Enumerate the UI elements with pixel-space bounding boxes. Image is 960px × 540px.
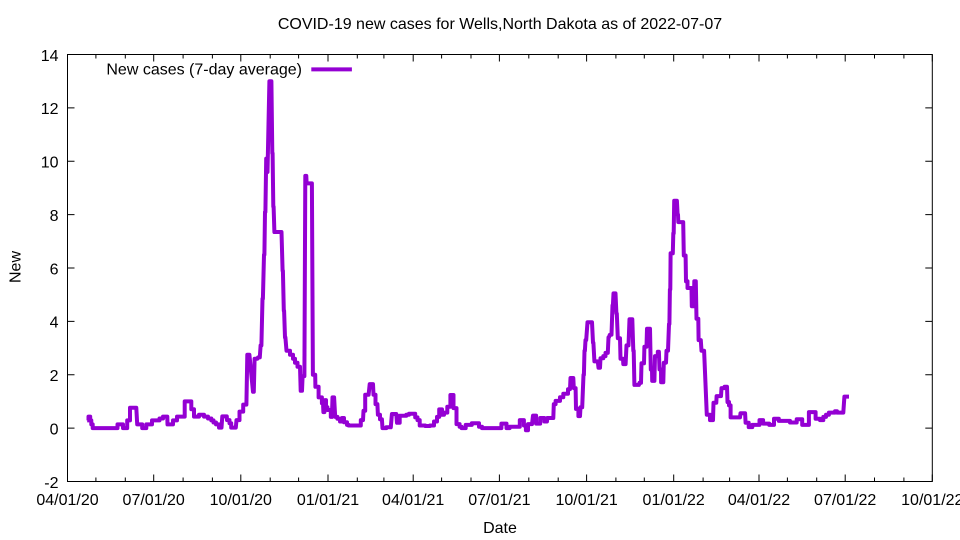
svg-text:New cases (7-day average): New cases (7-day average) <box>106 62 302 79</box>
svg-text:8: 8 <box>50 208 59 225</box>
svg-text:4: 4 <box>50 315 59 332</box>
svg-text:New: New <box>8 251 25 283</box>
svg-text:6: 6 <box>50 261 59 278</box>
svg-text:COVID-19 new cases for Wells,N: COVID-19 new cases for Wells,North Dakot… <box>278 16 722 33</box>
svg-text:04/01/20: 04/01/20 <box>36 492 98 509</box>
svg-text:2: 2 <box>50 368 59 385</box>
svg-text:01/01/22: 01/01/22 <box>643 492 705 509</box>
svg-text:14: 14 <box>41 48 59 65</box>
svg-text:Date: Date <box>483 520 517 537</box>
svg-text:10/01/20: 10/01/20 <box>210 492 272 509</box>
svg-text:10/01/22: 10/01/22 <box>901 492 960 509</box>
svg-text:12: 12 <box>41 101 59 118</box>
svg-text:0: 0 <box>50 421 59 438</box>
svg-text:07/01/22: 07/01/22 <box>814 492 876 509</box>
svg-text:07/01/21: 07/01/21 <box>468 492 530 509</box>
svg-text:01/01/21: 01/01/21 <box>297 492 359 509</box>
svg-text:-2: -2 <box>44 475 58 492</box>
svg-text:10/01/21: 10/01/21 <box>555 492 617 509</box>
svg-text:04/01/21: 04/01/21 <box>382 492 444 509</box>
svg-text:04/01/22: 04/01/22 <box>728 492 790 509</box>
svg-text:10: 10 <box>41 155 59 172</box>
svg-text:07/01/20: 07/01/20 <box>123 492 185 509</box>
